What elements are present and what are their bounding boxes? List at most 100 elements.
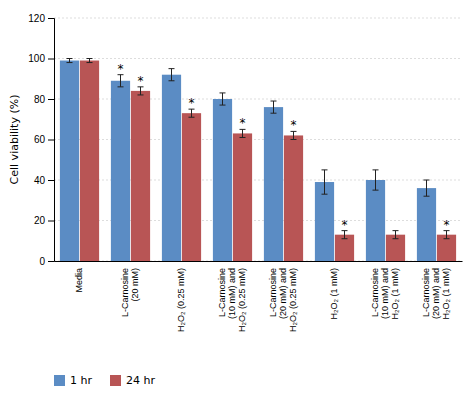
bar — [162, 75, 181, 261]
error-stem — [89, 59, 90, 63]
error-cap — [424, 196, 430, 197]
error-bar — [189, 109, 195, 117]
x-axis: Media L-Carnosine(20 mM) H₂O₂ (0.25 mM) L-C… — [55, 262, 463, 333]
significance-star: * — [444, 218, 450, 232]
x-tick-label: L-Carnosine(10 mM) andH₂O₂ (1 mM) — [370, 268, 400, 319]
y-tick-mark — [48, 59, 54, 60]
error-bar — [87, 59, 93, 63]
error-cap — [67, 58, 73, 59]
y-tick-mark — [48, 261, 54, 262]
error-stem — [120, 75, 121, 87]
error-stem — [375, 170, 376, 190]
error-stem — [171, 69, 172, 81]
x-tick-label: L-Carnosine(20 mM) andH₂O₂ (1 mM) — [421, 268, 451, 319]
error-cap — [87, 62, 93, 63]
x-tick: L-Carnosine(10 mM) andH₂O₂ (0.25 mM) — [217, 268, 247, 332]
y-tick: 60 — [34, 134, 54, 145]
significance-star: * — [118, 62, 124, 76]
bar — [182, 113, 201, 261]
error-cap — [220, 92, 226, 93]
x-tick: L-Carnosine(10 mM) andH₂O₂ (1 mM) — [370, 268, 400, 319]
error-bar — [342, 231, 348, 239]
significance-star: * — [342, 218, 348, 232]
significance-star: * — [189, 96, 195, 110]
error-cap — [424, 180, 430, 181]
y-tick-label: 80 — [34, 94, 46, 105]
error-cap — [342, 238, 348, 239]
y-tick-label: 120 — [28, 13, 45, 24]
error-bar — [322, 170, 328, 194]
error-stem — [446, 231, 447, 239]
y-tick: 100 — [28, 53, 54, 64]
y-tick-mark — [48, 221, 54, 222]
x-tick-label: Media — [74, 268, 84, 293]
grid-line — [54, 58, 462, 59]
chart: 0 20 40 60 80 100 120 Media L-Carnosine(20 mM) H₂… — [0, 0, 474, 396]
error-stem — [324, 170, 325, 194]
marks — [60, 59, 456, 262]
y-tick-mark — [48, 99, 54, 100]
error-stem — [140, 87, 141, 95]
bar — [366, 180, 385, 261]
y-axis-line — [48, 19, 55, 262]
y-tick-mark — [48, 18, 54, 19]
grid — [54, 18, 462, 261]
y-tick-label: 60 — [34, 134, 46, 145]
error-stem — [191, 109, 192, 117]
error-cap — [271, 101, 277, 102]
bar — [437, 235, 456, 261]
y-tick: 120 — [28, 13, 54, 24]
y-tick-label: 40 — [34, 175, 46, 186]
error-stem — [293, 131, 294, 139]
error-bar — [169, 69, 175, 81]
error-bar — [424, 180, 430, 196]
error-bar — [373, 170, 379, 190]
error-bar — [444, 231, 450, 239]
bar — [80, 61, 99, 261]
error-bar — [67, 59, 73, 63]
y-tick-label: 0 — [39, 256, 45, 267]
error-stem — [242, 129, 243, 137]
error-cap — [169, 68, 175, 69]
x-tick-label: H₂O₂ (1 mM) — [329, 268, 339, 319]
error-bar — [271, 101, 277, 113]
error-cap — [444, 238, 450, 239]
error-stem — [395, 231, 396, 239]
error-cap — [240, 137, 246, 138]
y-tick-label: 100 — [28, 53, 45, 64]
error-bar — [291, 131, 297, 139]
error-cap — [87, 58, 93, 59]
error-cap — [322, 194, 328, 195]
legend-swatch — [110, 375, 121, 386]
legend-item: 1 hr — [54, 374, 92, 387]
x-tick-label: L-Carnosine(10 mM) andH₂O₂ (0.25 mM) — [217, 268, 247, 332]
error-stem — [426, 180, 427, 196]
bar — [233, 133, 252, 261]
y-tick: 0 — [39, 256, 54, 267]
y-tick: 80 — [34, 94, 54, 105]
x-tick: H₂O₂ (1 mM) — [329, 268, 339, 319]
x-tick-label: L-Carnosine(20 mM) andH₂O₂ (0.25 mM) — [268, 268, 298, 332]
x-tick: Media — [74, 268, 84, 293]
bar — [335, 235, 354, 261]
error-cap — [373, 169, 379, 170]
y-axis-title: Cell viability (%) — [8, 95, 21, 185]
significance-star: * — [291, 118, 297, 132]
x-tick: L-Carnosine(20 mM) — [120, 268, 140, 317]
bar — [60, 61, 79, 261]
series — [80, 59, 456, 262]
error-cap — [291, 139, 297, 140]
error-bar — [220, 93, 226, 105]
y-tick: 40 — [34, 175, 54, 186]
y-tick: 20 — [34, 215, 54, 226]
error-cap — [373, 190, 379, 191]
annotations: ******* — [118, 62, 450, 232]
y-tick-label: 20 — [34, 215, 46, 226]
x-tick: H₂O₂ (0.25 mM) — [176, 268, 186, 332]
grid-line — [54, 18, 462, 19]
error-bar — [138, 87, 144, 95]
error-cap — [393, 230, 399, 231]
error-cap — [322, 169, 328, 170]
error-cap — [393, 238, 399, 239]
x-tick-label: L-Carnosine(20 mM) — [120, 268, 140, 317]
